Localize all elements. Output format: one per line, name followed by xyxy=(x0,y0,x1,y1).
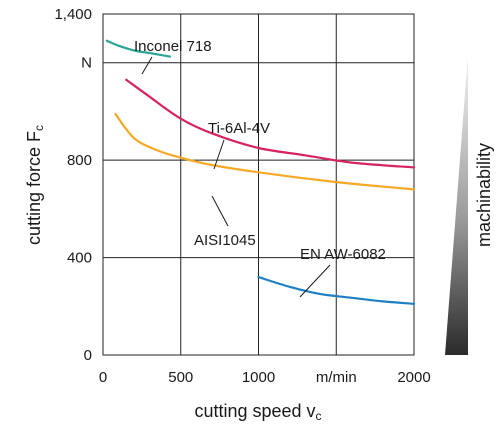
x-tick-label: 2000 xyxy=(397,369,430,386)
y-tick-label: 1,400 xyxy=(54,6,92,23)
inconel-leader-line xyxy=(141,56,153,75)
y-tick-label: 0 xyxy=(84,347,92,364)
ti-leader-line xyxy=(213,139,225,170)
y-tick-label: N xyxy=(81,55,92,72)
en-aw-leader-line xyxy=(299,264,331,298)
ti-label: Ti-6Al-4V xyxy=(208,120,270,137)
x-tick-label: 1000 xyxy=(242,369,275,386)
y-tick-label: 800 xyxy=(67,152,92,169)
aisi-leader-line xyxy=(211,195,229,227)
aisi-label: AISI1045 xyxy=(194,232,256,249)
annotations: Inconel 718 Ti-6Al-4V AISI1045 EN AW-608… xyxy=(134,38,386,298)
series-lines xyxy=(105,39,416,305)
series-line-ti-6al-4v xyxy=(125,78,416,169)
en-aw-label: EN AW-6082 xyxy=(300,246,386,263)
machinability-label: machinability xyxy=(474,143,494,247)
y-axis-title: cutting force Fc xyxy=(24,125,46,245)
x-tick-label: 0 xyxy=(99,369,107,386)
y-tick-label: 400 xyxy=(67,250,92,267)
grid xyxy=(102,13,415,356)
inconel-label: Inconel 718 xyxy=(134,38,212,55)
series-line-aisi1045 xyxy=(114,112,416,191)
x-tick-label: 500 xyxy=(168,369,193,386)
machinability-wedge xyxy=(445,54,468,355)
x-axis-title: cutting speed vc xyxy=(194,401,321,423)
series-line-inconel-718 xyxy=(105,39,171,58)
series-line-en-aw-6082 xyxy=(257,276,416,305)
x-tick-label: m/min xyxy=(316,369,357,386)
tick-labels: 0 500 1000 m/min 2000 0 400 800 N 1,400 xyxy=(54,6,430,386)
